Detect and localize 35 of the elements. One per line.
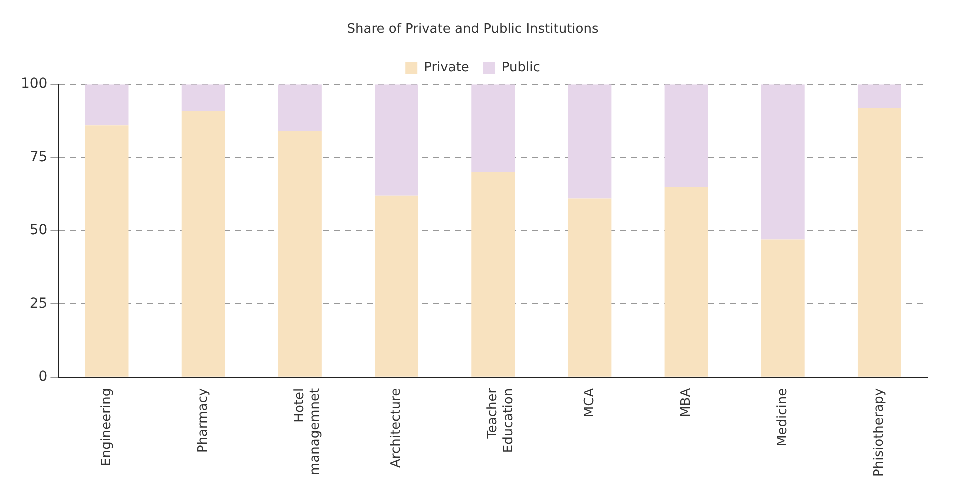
bar: [182, 110, 226, 377]
x-tick-label: Hotel managemnet: [292, 388, 324, 476]
bar: [761, 84, 805, 240]
bar: [278, 131, 322, 377]
bar: [664, 84, 708, 188]
x-tick-label: Pharmacy: [196, 388, 211, 454]
bar: [568, 84, 612, 199]
x-tick-label: MCA: [582, 388, 598, 418]
bar: [761, 240, 805, 377]
bar: [278, 84, 322, 132]
bar: [472, 84, 516, 172]
x-tick-label: Phisiotherapy: [872, 388, 888, 478]
y-tick-label: 25: [30, 296, 48, 312]
bar: [85, 84, 129, 126]
x-tick-label: Architecture: [389, 388, 404, 468]
legend-label: Private: [424, 60, 470, 76]
bar: [472, 172, 516, 377]
x-tick-label: Teacher Education: [486, 388, 516, 454]
y-tick-label: 0: [38, 369, 48, 386]
bar: [568, 198, 612, 377]
legend-label: Public: [502, 60, 540, 76]
chart-title: Share of Private and Public Institutions: [347, 22, 599, 38]
y-tick-label: 75: [30, 149, 48, 166]
bar: [664, 187, 708, 377]
y-tick-label: 50: [30, 222, 48, 239]
bar: [85, 126, 129, 377]
y-tick-label: 100: [20, 76, 48, 92]
bar: [375, 84, 419, 196]
bar: [182, 84, 226, 111]
x-tick-label: Medicine: [775, 388, 790, 446]
bar: [858, 108, 902, 377]
bar: [858, 84, 902, 108]
bar: [375, 196, 419, 377]
x-tick-label: Engineering: [99, 388, 114, 466]
x-tick-label: MBA: [678, 388, 694, 418]
